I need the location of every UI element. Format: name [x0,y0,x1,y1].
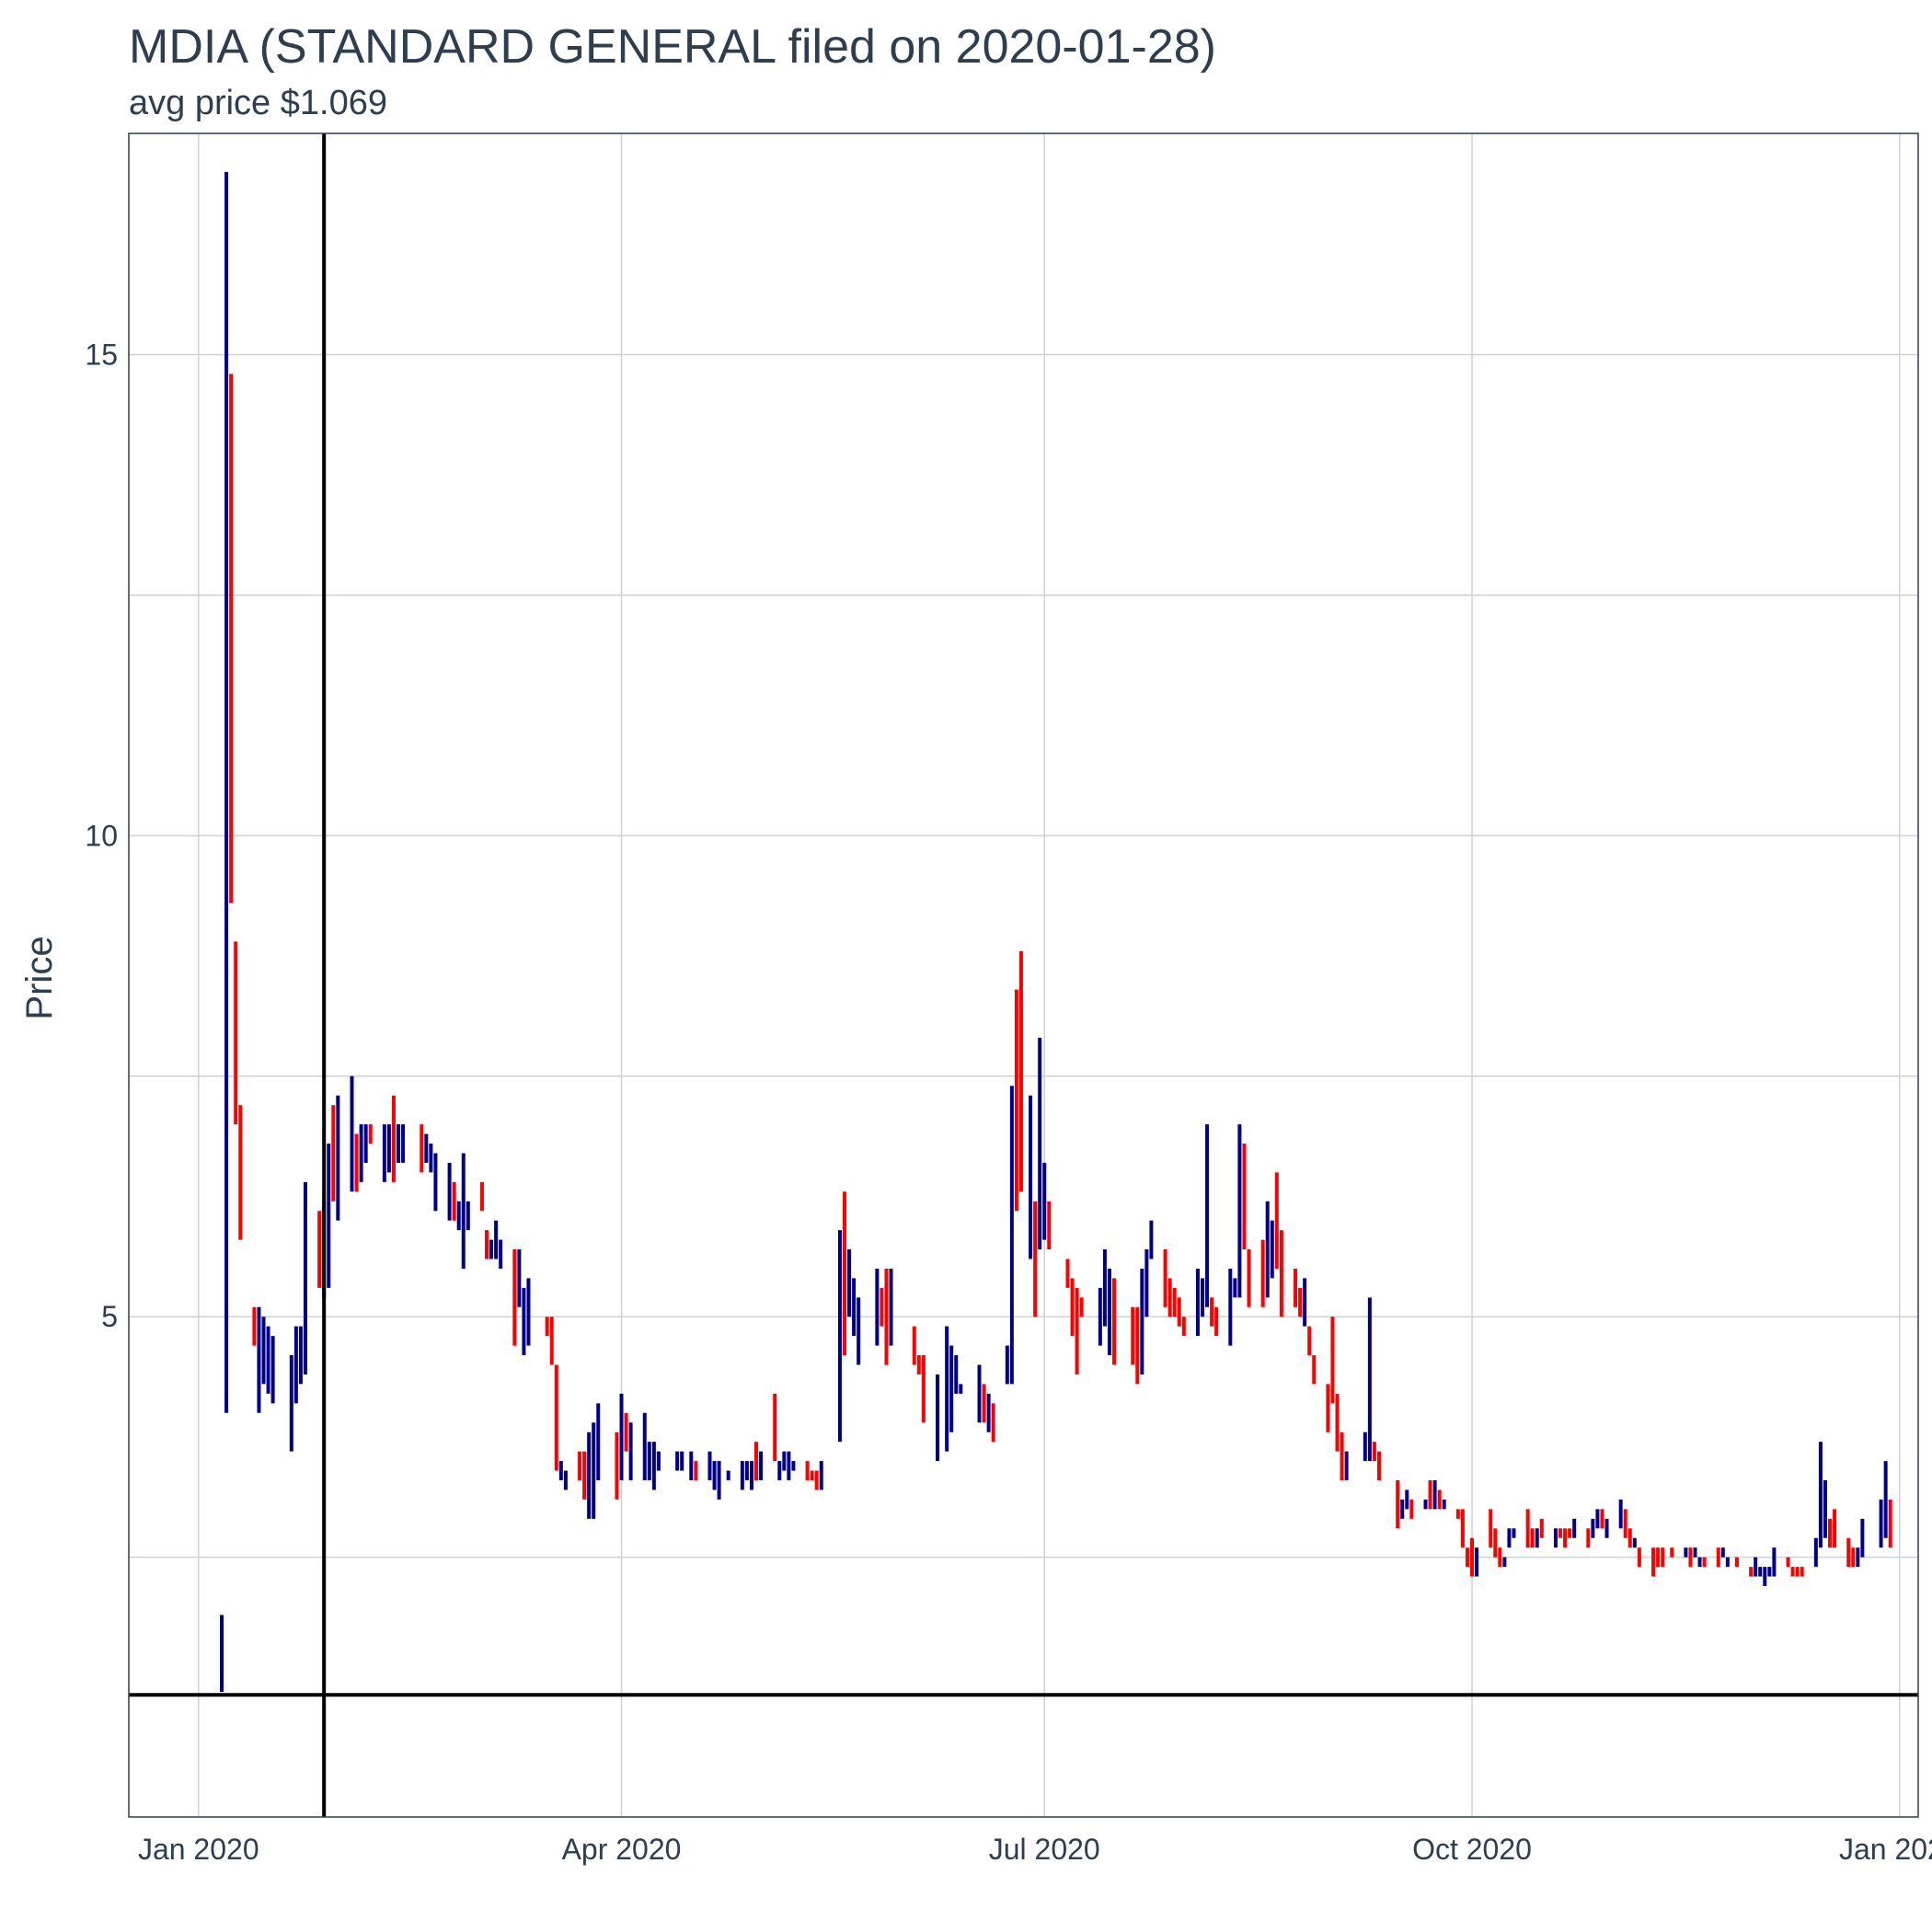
y-ticks: 5 10 15 [85,339,118,1334]
x-tick-label: Apr 2020 [562,1833,682,1866]
x-tick-label: Jan 2021 [1839,1833,1932,1866]
x-tick-label: Jul 2020 [989,1833,1100,1866]
chart-title: MDIA (STANDARD GENERAL filed on 2020-01-… [129,20,1216,74]
x-ticks: Jan 2020 Apr 2020 Jul 2020 Oct 2020 Jan 2021 [138,1833,1932,1866]
y-axis-label: Price [19,936,60,1019]
y-tick-label: 10 [85,819,118,852]
gridlines [129,133,1918,1817]
price-bars [220,171,1892,1693]
chart-subtitle: avg price $1.069 [129,84,387,122]
reference-lines [129,133,1918,1817]
x-tick-label: Oct 2020 [1412,1833,1532,1866]
plot-panel [128,132,1919,1818]
y-tick-label: 5 [101,1300,118,1333]
y-tick-label: 15 [85,339,118,372]
x-tick-label: Jan 2020 [138,1833,259,1866]
